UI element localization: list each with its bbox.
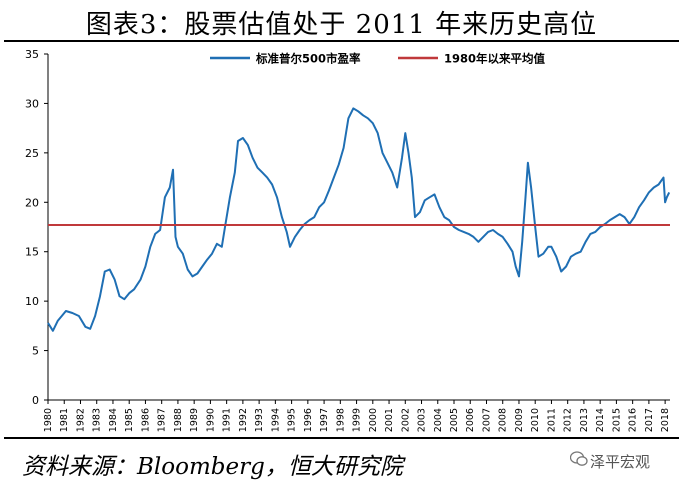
x-tick-label: 1986 — [140, 408, 151, 432]
x-tick-label: 2018 — [660, 408, 671, 432]
x-tick-label: 2017 — [644, 408, 655, 432]
x-tick-label: 2003 — [417, 408, 428, 432]
x-tick-label: 1997 — [319, 408, 330, 432]
legend: 标准普尔500市盈率 1980年以来平均值 — [210, 52, 546, 66]
x-tick-label: 2000 — [368, 408, 379, 432]
footer-divider — [4, 437, 679, 439]
x-tick-label: 2005 — [449, 408, 460, 432]
x-tick-label: 1987 — [157, 408, 168, 432]
y-tick-label: 5 — [32, 345, 39, 358]
x-tick-label: 1992 — [238, 408, 249, 432]
page-title: 图表3：股票估值处于 2011 年来历史高位 — [85, 10, 598, 40]
x-tick-label: 2015 — [611, 408, 622, 432]
x-tick-label: 2013 — [579, 408, 590, 432]
x-tick-label: 2009 — [514, 408, 525, 432]
x-tick-label: 2010 — [530, 408, 541, 432]
x-tick-label: 1985 — [124, 408, 135, 432]
title-divider — [4, 40, 679, 42]
y-tick-label: 25 — [25, 147, 39, 160]
x-tick-label: 2008 — [498, 408, 509, 432]
x-tick-label: 1990 — [205, 408, 216, 432]
source-note: 资料来源：Bloomberg，恒大研究院 — [22, 454, 403, 480]
y-tick-label: 0 — [32, 394, 39, 407]
x-tick-label: 2011 — [546, 408, 557, 432]
legend-label: 1980年以来平均值 — [444, 52, 546, 66]
y-axis: 0 5 10 15 20 25 30 35 — [25, 48, 49, 407]
x-tick-label: 1982 — [75, 408, 86, 432]
x-tick-label: 1995 — [287, 408, 298, 432]
x-tick-label: 2004 — [433, 408, 444, 432]
x-tick-label: 1989 — [189, 408, 200, 432]
y-tick-label: 35 — [25, 48, 39, 61]
y-tick-label: 10 — [25, 295, 39, 308]
x-tick-label: 2001 — [384, 408, 395, 432]
series-pe-line — [47, 107, 671, 332]
x-tick-label: 1983 — [92, 408, 103, 432]
x-tick-label: 2002 — [400, 408, 411, 432]
x-axis: 1980 1981 1982 1983 1984 1985 1986 1987 1988 1989… — [43, 399, 671, 432]
x-tick-label: 2012 — [563, 408, 574, 432]
x-tick-label: 1993 — [254, 408, 265, 432]
x-tick-label: 1999 — [352, 408, 363, 432]
brand-label: 泽平宏观 — [590, 453, 651, 471]
y-tick-label: 20 — [25, 196, 39, 209]
legend-label: 标准普尔500市盈率 — [255, 52, 361, 66]
x-tick-label: 1980 — [43, 408, 54, 432]
x-tick-label: 1994 — [270, 408, 281, 432]
y-tick-label: 15 — [25, 246, 39, 259]
x-tick-label: 1981 — [59, 408, 70, 432]
x-tick-label: 2014 — [595, 408, 606, 432]
x-tick-label: 2007 — [481, 408, 492, 432]
x-tick-label: 2006 — [465, 408, 476, 432]
y-tick-label: 30 — [25, 97, 39, 110]
x-tick-label: 1996 — [303, 408, 314, 432]
x-tick-label: 1988 — [173, 408, 184, 432]
x-tick-label: 1998 — [335, 408, 346, 432]
x-tick-label: 1984 — [108, 408, 119, 432]
series — [47, 107, 671, 332]
x-tick-label: 2016 — [628, 408, 639, 432]
x-tick-label: 1991 — [222, 408, 233, 432]
wechat-icon — [570, 451, 588, 466]
